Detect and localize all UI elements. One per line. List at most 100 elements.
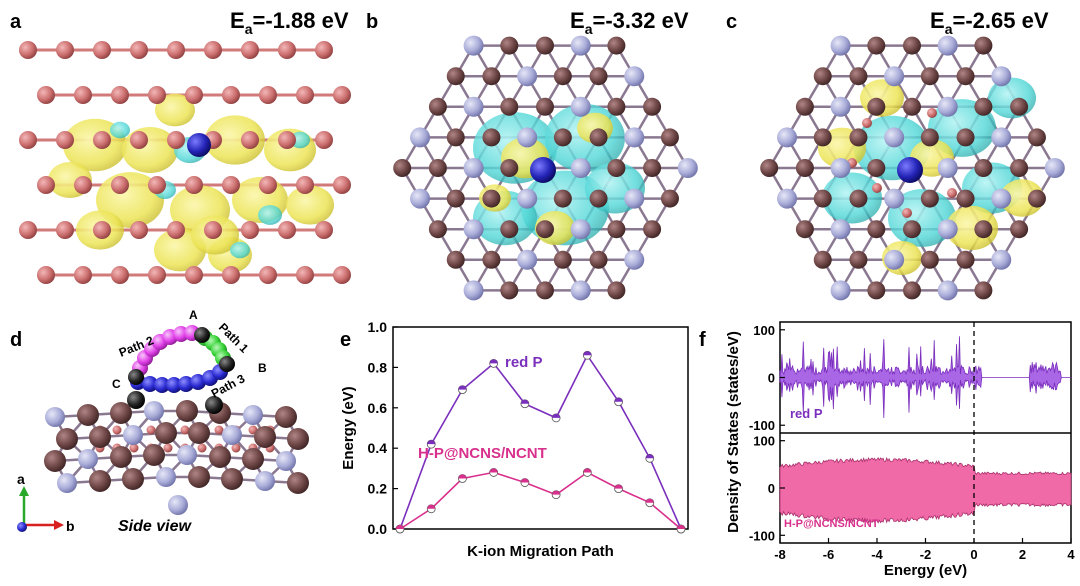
carbon-atom <box>77 404 99 426</box>
carbon-atom <box>536 97 554 116</box>
path-3-site <box>154 377 170 393</box>
site-c-label: C <box>112 377 121 391</box>
carbon-atom <box>956 189 975 208</box>
phosphorus-atom <box>241 221 259 239</box>
carbon-atom <box>122 468 144 490</box>
carbon-atom <box>607 220 626 239</box>
site-a-atom <box>194 327 210 343</box>
phosphorus-atom <box>241 41 259 59</box>
y-tick-label: 0.6 <box>368 400 388 416</box>
panel-e-chart: 0.0 0.2 0.4 0.6 0.8 1.0 Energy (eV) K-ion Migra… <box>340 319 689 560</box>
panel-b-letter: b <box>366 11 378 33</box>
phosphorus-atom <box>56 41 74 59</box>
carbon-atom <box>44 450 66 472</box>
potassium-atom <box>530 157 556 183</box>
nitrogen-atom <box>243 405 263 425</box>
nitrogen-atom <box>991 127 1012 148</box>
nitrogen-atom <box>677 158 698 178</box>
nitrogen-atom <box>517 127 538 148</box>
carbon-atom <box>813 250 832 269</box>
data-point-fill <box>396 525 404 529</box>
carbon-atom <box>589 128 608 147</box>
carbon-atom <box>607 281 626 300</box>
phosphorus-atom <box>214 425 224 435</box>
phosphorus-atom <box>204 221 222 239</box>
carbon-atom <box>589 67 608 86</box>
carbon-atom <box>920 128 939 147</box>
phosphorus-atom <box>241 131 259 149</box>
carbon-atom <box>867 97 886 116</box>
phosphorus-atom <box>167 131 185 149</box>
phosphorus-atom <box>37 86 55 104</box>
y-tick-label: 0 <box>768 371 775 386</box>
phosphorus-atom <box>146 425 156 435</box>
carbon-atom <box>903 220 921 239</box>
path-3-site <box>142 376 158 392</box>
data-point-fill <box>458 385 467 390</box>
nitrogen-atom <box>168 495 188 515</box>
nitrogen-atom <box>463 219 484 240</box>
site-b-atom <box>219 356 235 372</box>
phosphorus-atom <box>130 131 148 149</box>
carbon-atom <box>813 128 832 147</box>
data-point-fill <box>489 359 498 364</box>
carbon-atom <box>446 67 465 86</box>
carbon-atom <box>428 220 447 239</box>
y-axis-label: Energy (eV) <box>340 386 357 469</box>
nitrogen-atom <box>937 96 958 117</box>
phosphorus-atom <box>180 425 190 435</box>
isosurface-cyan <box>230 241 250 259</box>
panel-d-letter: d <box>10 329 22 351</box>
data-point-fill <box>614 484 623 489</box>
y-tick-label: -100 <box>749 418 775 433</box>
carbon-atom <box>155 422 177 444</box>
phosphorus-atom <box>37 266 55 284</box>
phosphorus-atom <box>19 221 37 239</box>
nitrogen-atom <box>991 249 1012 270</box>
phosphorus-atom <box>259 86 277 104</box>
carbon-atom <box>143 444 165 466</box>
phosphorus-atom <box>185 266 203 284</box>
carbon-atom <box>867 36 886 55</box>
series-label-red-p: red P <box>505 354 543 371</box>
nitrogen-atom <box>937 35 958 56</box>
nitrogen-atom <box>570 96 591 117</box>
y-tick-label: 1.0 <box>368 319 388 335</box>
phosphorus-atom <box>111 176 129 194</box>
side-view-caption: Side view <box>118 518 192 535</box>
subplot-label-red-p: red P <box>790 406 823 421</box>
phosphorus-atom <box>74 266 92 284</box>
carbon-atom <box>920 250 939 269</box>
carbon-atom <box>867 220 886 239</box>
carbon-atom <box>275 406 297 428</box>
carbon-atom <box>428 159 447 177</box>
nitrogen-atom <box>830 35 851 56</box>
carbon-atom <box>974 159 993 177</box>
nitrogen-atom <box>410 127 431 148</box>
data-point-fill <box>583 351 592 356</box>
x-tick-label: 0 <box>970 547 977 562</box>
x-axis-label: K-ion Migration Path <box>467 543 614 560</box>
carbon-atom <box>482 67 501 86</box>
y-tick-label: 0.2 <box>368 481 388 497</box>
svg-text:Ea=-3.32 eV: Ea=-3.32 eV <box>570 8 689 37</box>
nitrogen-atom <box>830 96 851 117</box>
nitrogen-atom <box>937 219 958 240</box>
isosurface-yellow <box>286 185 334 225</box>
carbon-atom <box>974 281 993 300</box>
phosphorus-atom <box>130 41 148 59</box>
carbon-atom <box>500 220 519 239</box>
phosphorus-atom <box>278 41 296 59</box>
carbon-atom <box>188 466 210 488</box>
nitrogen-atom <box>123 425 143 445</box>
x-tick-label: 2 <box>1019 547 1026 562</box>
nitrogen-atom <box>884 127 905 148</box>
phosphorus-atom <box>222 266 240 284</box>
carbon-atom <box>760 159 779 177</box>
svg-text:Ea=-1.88 eV: Ea=-1.88 eV <box>230 8 349 37</box>
path-3-site <box>166 377 182 393</box>
data-point-fill <box>427 440 436 445</box>
data-point-fill <box>489 468 498 473</box>
carbon-atom <box>446 189 465 208</box>
